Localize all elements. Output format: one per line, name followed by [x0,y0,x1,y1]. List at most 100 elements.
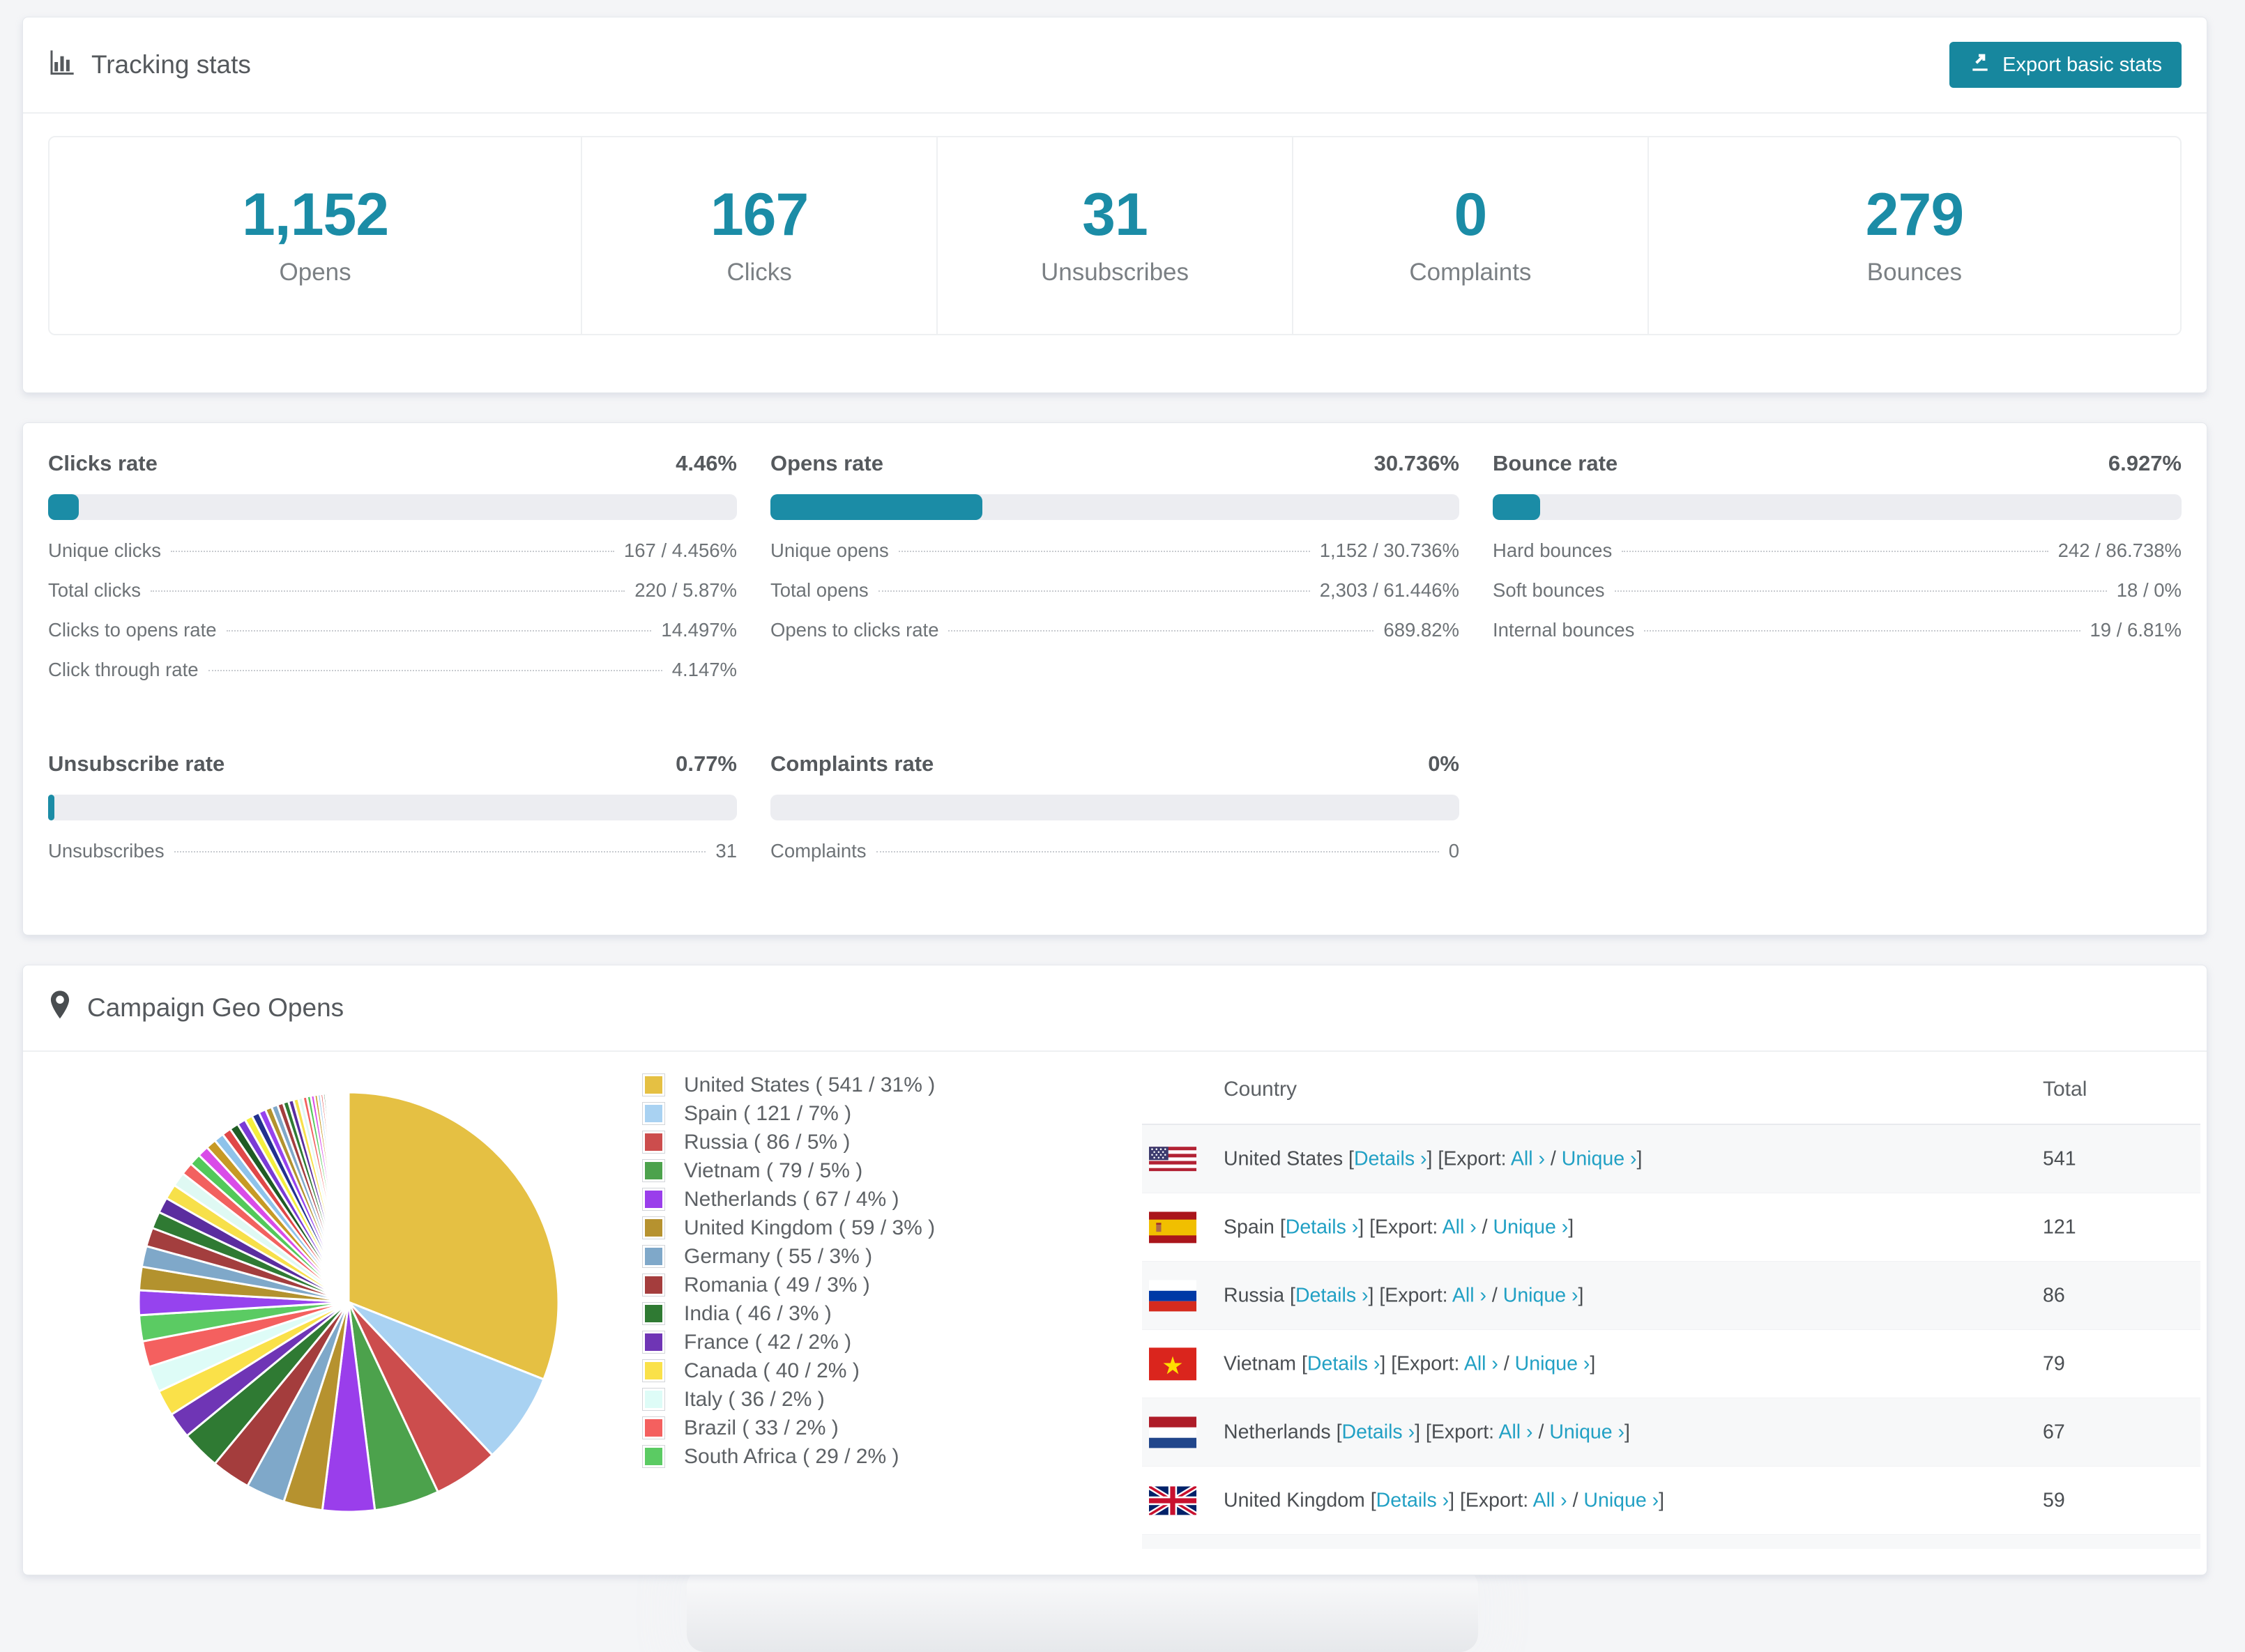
legend-color-chip [642,1416,665,1439]
dotted-leader [898,551,1310,552]
legend-color-chip [642,1216,665,1239]
rate-panel-opens-rate: Opens rate 30.736% Unique opens 1,152 / 30.… [770,451,1459,698]
geo-table-row-russia: Russia [Details ›] [Export: All › / Uniq… [1142,1262,2200,1330]
geo-section-title: Campaign Geo Opens [87,993,344,1022]
dotted-leader [226,630,652,632]
rate-panel-complaints-rate: Complaints rate 0% Complaints 0 [770,751,1459,880]
dotted-leader [174,851,706,852]
stat-label-clicks: Clicks [726,259,792,286]
export-unique-link-spain[interactable]: Unique › [1493,1216,1569,1238]
rate-row-value: 4.147% [671,659,737,680]
country-name: Spain [1224,1216,1274,1238]
rate-progress-track [48,494,737,520]
gb-flag-icon [1149,1485,1196,1515]
export-unique-link-russia[interactable]: Unique › [1502,1284,1578,1306]
legend-color-chip [642,1245,665,1268]
rate-row-label: Opens to clicks rate [770,619,939,641]
rate-progress-track [770,494,1459,520]
legend-label: Russia ( 86 / 5% ) [684,1130,851,1154]
export-unique-link-united-kingdom[interactable]: Unique › [1583,1489,1659,1511]
es-flag-icon [1149,1211,1196,1244]
legend-item-united-states: United States ( 541 / 31% ) [642,1071,935,1099]
legend-label: South Africa ( 29 / 2% ) [684,1444,899,1468]
legend-label: Italy ( 36 / 2% ) [684,1387,825,1411]
rate-row-opens-to-clicks-rate: Opens to clicks rate 689.82% [770,619,1459,659]
rate-row-total-opens: Total opens 2,303 / 61.446% [770,579,1459,619]
legend-item-russia: Russia ( 86 / 5% ) [642,1128,935,1156]
details-link-vietnam[interactable]: Details › [1307,1352,1380,1375]
dotted-leader [150,590,625,592]
export-all-link-united-kingdom[interactable]: All › [1532,1489,1567,1511]
column-header-total: Total [2043,1078,2087,1101]
legend-color-chip [642,1359,665,1382]
export-all-link-spain[interactable]: All › [1442,1216,1477,1238]
rate-progress-track [1493,494,2182,520]
export-all-link-vietnam[interactable]: All › [1463,1352,1498,1375]
geo-table-row-vietnam: Vietnam [Details ›] [Export: All › / Uni… [1142,1330,2200,1398]
rate-progress-fill [770,494,982,520]
legend-label: Romania ( 49 / 3% ) [684,1273,870,1297]
stat-box-unsubscribes: 31 Unsubscribes [938,137,1293,334]
geo-title-wrap: Campaign Geo Opens [48,990,344,1027]
stats-row: 1,152 Opens 167 Clicks 31 Unsubscribes 0 Compla… [48,136,2182,335]
export-all-link-netherlands[interactable]: All › [1498,1421,1533,1443]
details-link-spain[interactable]: Details › [1285,1216,1359,1238]
tracking-stats-card: Tracking stats Export basic stats 1,152 O… [22,17,2207,393]
rate-row-total-clicks: Total clicks 220 / 5.87% [48,579,737,619]
export-all-link-united-states[interactable]: All › [1510,1147,1545,1170]
dotted-leader [208,670,662,671]
export-button-label: Export basic stats [2002,53,2162,76]
details-link-russia[interactable]: Details › [1295,1284,1369,1306]
rate-row-unsubscribes: Unsubscribes 31 [48,840,737,880]
legend-item-netherlands: Netherlands ( 67 / 4% ) [642,1185,935,1214]
export-unique-link-netherlands[interactable]: Unique › [1549,1421,1625,1443]
rate-row-clicks-to-opens-rate: Clicks to opens rate 14.497% [48,619,737,659]
details-link-united-kingdom[interactable]: Details › [1376,1489,1449,1511]
legend-item-romania: Romania ( 49 / 3% ) [642,1271,935,1299]
legend-item-brazil: Brazil ( 33 / 2% ) [642,1414,935,1442]
details-link-united-states[interactable]: Details › [1353,1147,1427,1170]
us-flag-icon [1149,1146,1196,1172]
stat-value-unsubscribes: 31 [1082,181,1148,248]
geo-pie-chart[interactable] [124,1078,573,1527]
legend-color-chip [642,1188,665,1211]
country-total: 59 [2043,1489,2065,1511]
legend-label: Brazil ( 33 / 2% ) [684,1416,839,1439]
country-name: Vietnam [1224,1352,1297,1375]
rate-row-value: 167 / 4.456% [623,540,737,561]
dotted-leader [876,851,1439,852]
rate-row-unique-clicks: Unique clicks 167 / 4.456% [48,540,737,579]
country-total: 79 [2043,1352,2065,1375]
geo-header: Campaign Geo Opens [23,965,2207,1052]
export-all-link-russia[interactable]: All › [1452,1284,1486,1306]
rate-row-hard-bounces: Hard bounces 242 / 86.738% [1493,540,2182,579]
rate-row-label: Unsubscribes [48,840,165,862]
rate-row-label: Total clicks [48,579,141,601]
export-basic-stats-button[interactable]: Export basic stats [1949,42,2182,88]
column-header-country: Country [1224,1078,1297,1101]
legend-color-chip [642,1445,665,1468]
export-icon [1969,51,1991,79]
rate-row-value: 0 [1448,840,1459,862]
country-name: United States [1224,1147,1344,1170]
map-pin-icon [48,990,72,1027]
dotted-leader [1614,590,2107,592]
rate-percent: 6.927% [2108,451,2182,475]
legend-label: Vietnam ( 79 / 5% ) [684,1158,863,1182]
bottom-overlay-glow [687,1568,1478,1652]
export-unique-link-united-states[interactable]: Unique › [1561,1147,1637,1170]
legend-item-united-kingdom: United Kingdom ( 59 / 3% ) [642,1214,935,1242]
dotted-leader [1644,630,2080,632]
geo-table-row-germany: Germany [Details ›] [Export: All › / Uni… [1142,1535,2200,1549]
country-total: 86 [2043,1284,2065,1306]
rate-row-value: 242 / 86.738% [2057,540,2182,561]
legend-color-chip [642,1102,665,1125]
country-name: United Kingdom [1224,1489,1365,1511]
rate-row-value: 689.82% [1383,619,1459,641]
rate-percent: 0.77% [676,751,737,776]
legend-color-chip [642,1073,665,1096]
rate-progress-fill [48,795,54,820]
export-unique-link-vietnam[interactable]: Unique › [1514,1352,1590,1375]
rate-row-click-through-rate: Click through rate 4.147% [48,659,737,698]
details-link-netherlands[interactable]: Details › [1341,1421,1415,1443]
